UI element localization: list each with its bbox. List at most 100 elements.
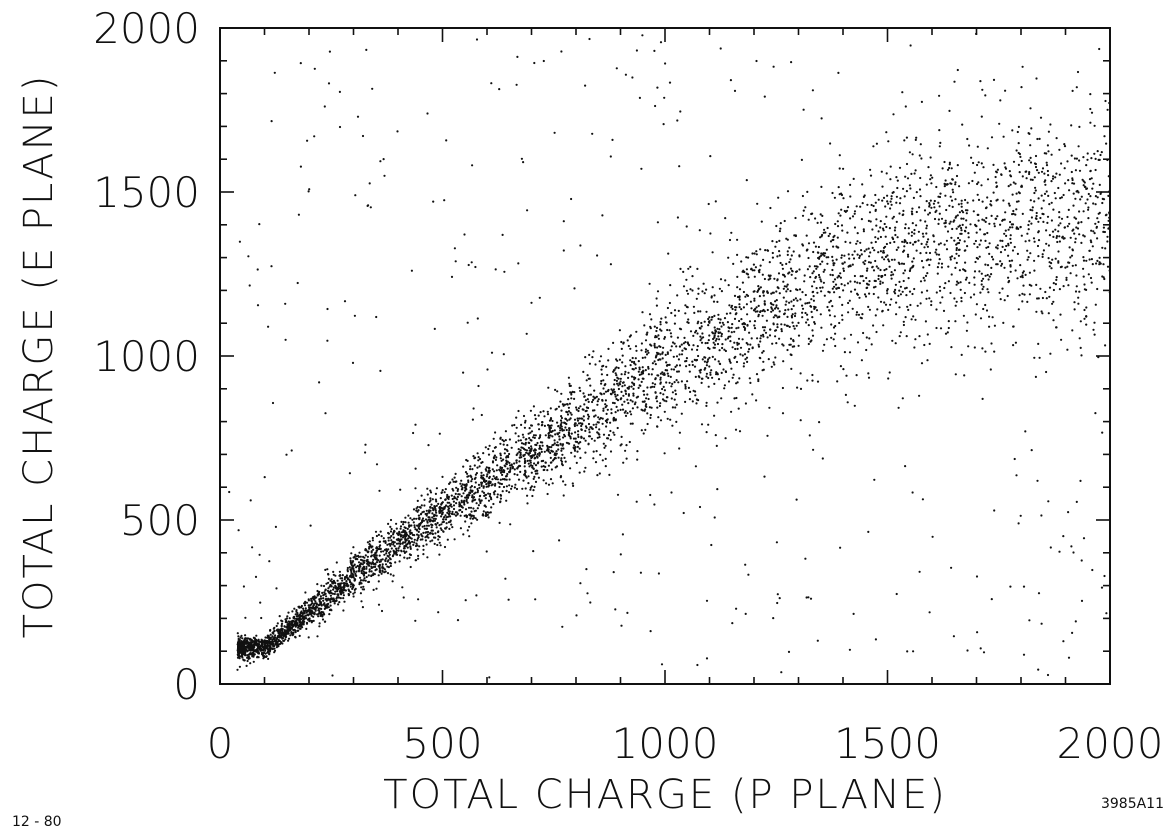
scatter-point [461,488,464,491]
scatter-point [278,615,281,618]
scatter-point [792,250,795,253]
scatter-point [938,205,941,208]
scatter-point [1078,159,1081,162]
scatter-point [996,244,999,247]
scatter-point [254,641,257,645]
scatter-point [913,172,916,175]
scatter-point [677,381,680,384]
scatter-point [396,532,399,535]
scatter-point [483,480,487,483]
scatter-point [687,318,690,321]
scatter-point [429,497,432,500]
scatter-point [635,396,638,399]
scatter-point [308,619,311,622]
scatter-point [1009,237,1012,240]
scatter-point [536,462,540,465]
scatter-point [1028,171,1031,174]
scatter-point [455,502,458,505]
scatter-point [708,347,711,350]
scatter-point [256,647,259,650]
scatter-point [349,557,352,560]
scatter-point [559,429,562,432]
scatter-point [1106,240,1109,243]
scatter-point [728,238,732,242]
scatter-point [938,258,941,261]
scatter-point [642,389,645,393]
scatter-point [680,353,684,356]
scatter-point [769,302,773,305]
scatter-point [1080,195,1083,198]
scatter-point [667,252,670,255]
scatter-point [486,513,489,517]
scatter-point [684,341,687,344]
scatter-point [461,510,464,514]
scatter-point [555,407,558,410]
scatter-point [370,570,373,573]
scatter-point [350,552,353,555]
scatter-point [338,596,341,599]
scatter-point [554,388,557,391]
scatter-point [979,317,983,320]
scatter-point [853,212,856,215]
scatter-point [757,379,760,383]
scatter-point [508,452,511,456]
scatter-point [944,221,947,224]
scatter-point [376,549,379,552]
scatter-point [317,592,320,595]
scatter-point [1034,186,1037,189]
scatter-point [746,313,749,316]
scatter-point [559,475,563,478]
scatter-point [621,408,625,411]
scatter-point [462,492,465,495]
scatter-point [686,341,689,344]
scatter-point [454,472,457,475]
scatter-point [612,341,615,344]
scatter-point [350,582,353,585]
scatter-point [666,328,669,332]
scatter-point [564,417,568,421]
scatter-point [675,403,678,406]
scatter-point [394,561,397,564]
scatter-point [863,250,866,253]
scatter-point [741,322,744,326]
scatter-point [813,321,816,324]
scatter-point [482,452,485,455]
scatter-point [1089,93,1092,96]
scatter-point [622,381,625,384]
scatter-point [395,522,398,525]
scatter-point [487,511,491,514]
scatter-point [1014,213,1017,216]
scatter-point [573,397,576,400]
scatter-point [889,303,892,306]
scatter-point [477,483,481,486]
scatter-point [904,316,907,319]
scatter-point [949,220,952,223]
scatter-point [747,350,750,353]
scatter-point [684,400,687,403]
scatter-point [325,582,328,585]
scatter-point [545,482,548,485]
scatter-point [413,538,416,541]
scatter-point [463,514,466,518]
scatter-point [964,198,967,202]
scatter-point [422,531,425,535]
scatter-point [332,579,335,582]
scatter-point [564,426,567,429]
scatter-point [804,311,807,315]
scatter-point [458,509,461,512]
scatter-point [310,599,313,602]
scatter-point [951,205,954,208]
scatter-point [492,450,495,453]
scatter-point [371,536,374,540]
scatter-point [1057,186,1060,190]
scatter-point [832,338,835,341]
scatter-point [694,390,697,393]
scatter-point [508,484,511,487]
scatter-point [774,335,777,338]
scatter-point [454,514,458,517]
scatter-point [524,487,527,490]
scatter-point [993,350,996,353]
scatter-point [685,278,688,281]
scatter-point [813,265,817,268]
scatter-point [1092,182,1095,185]
